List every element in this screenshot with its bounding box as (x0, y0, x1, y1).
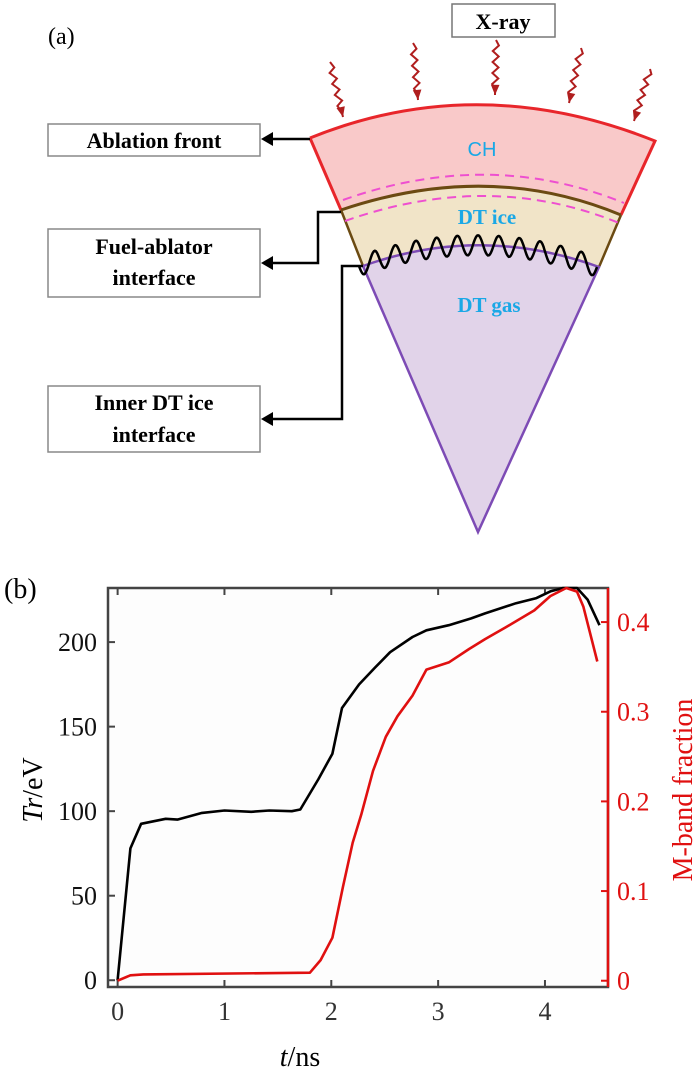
dt-gas-region (363, 245, 599, 532)
fuel-ablator-connector (270, 210, 341, 265)
xray-label: X-ray (476, 9, 531, 34)
inner-dt-ice-label-line2: interface (112, 422, 195, 447)
y2-tick-label: 0.3 (617, 698, 650, 727)
x-axis-label: t/ns (280, 1042, 320, 1073)
arrowhead-icon (261, 132, 273, 146)
ch-label: CH (468, 139, 497, 161)
x-axis-label-var: t (280, 1042, 289, 1073)
inner-dt-ice-label-line1: Inner DT ice (95, 390, 214, 415)
y-tick-label: 0 (84, 966, 97, 995)
arrowhead-icon (336, 106, 345, 117)
x-tick-label: 1 (218, 997, 231, 1026)
panel-a-label: (a) (48, 24, 75, 50)
arrowhead-icon (632, 110, 642, 121)
dt-gas-label: DT gas (457, 293, 520, 317)
arrowhead-icon (261, 412, 273, 426)
y-axis-label: Tr/eV (18, 757, 49, 822)
panel-b-label: (b) (4, 574, 37, 605)
fuel-ablator-box (47, 228, 261, 298)
tr-line (116, 586, 601, 981)
dt-gas-outline (361, 244, 601, 536)
fuel-ablator-label-line1: Fuel-ablator (95, 234, 213, 259)
y-tick-label: 200 (58, 628, 97, 657)
y2-tick-label: 0 (617, 967, 630, 996)
m-band-fraction-line (117, 586, 599, 982)
inner-ice-connector (270, 264, 363, 421)
ch-layer (310, 104, 655, 215)
dt-ice-label: DT ice (458, 205, 517, 229)
fuel-ablator-label-line2: interface (112, 265, 195, 290)
inner-dt-ice-box (47, 385, 261, 453)
x-tick-label: 0 (111, 997, 124, 1026)
dt-ice-layer (341, 186, 621, 267)
axis-ticks: 0 1 2 3 4 0 50 100 150 200 0 0.1 0.2 0.3 0.4 (58, 588, 650, 1026)
data-lines (116, 586, 601, 982)
arrowhead-icon (490, 84, 500, 95)
arrowhead-icon (412, 89, 422, 100)
x-tick-label: 2 (325, 997, 338, 1026)
y-tick-label: 50 (71, 882, 97, 911)
y-tick-label: 150 (58, 713, 97, 742)
x-axis-label-unit: /ns (288, 1042, 321, 1073)
ablation-front-box (47, 123, 261, 157)
y-axis-label-unit: /eV (18, 757, 49, 797)
perturbed-inner-ice-interface (357, 233, 599, 277)
y2-tick-label: 0.2 (617, 787, 650, 816)
arrowhead-icon (567, 92, 576, 103)
fuel-ablator-interface-line (340, 184, 622, 217)
y-axis-label-var: Tr (18, 798, 49, 823)
x-tick-label: 3 (432, 997, 445, 1026)
xray-arrows (328, 39, 653, 122)
xray-label-box (451, 3, 556, 38)
arrowhead-icon (261, 256, 273, 270)
ablation-front-label: Ablation front (87, 128, 222, 153)
panel-a: (a) X-ray CH DT ice DT gas Ablation fron… (47, 3, 658, 536)
ablation-front-outline (308, 103, 658, 216)
y2-axis-label: M-band fraction (668, 699, 699, 882)
y2-tick-label: 0.1 (617, 877, 650, 906)
y-tick-label: 100 (58, 797, 97, 826)
y2-tick-label: 0.4 (617, 608, 650, 637)
plot-frame (106, 586, 610, 989)
x-tick-label: 4 (538, 997, 551, 1026)
dashed-line-lower (344, 195, 620, 224)
ice-side-edges (339, 209, 623, 268)
